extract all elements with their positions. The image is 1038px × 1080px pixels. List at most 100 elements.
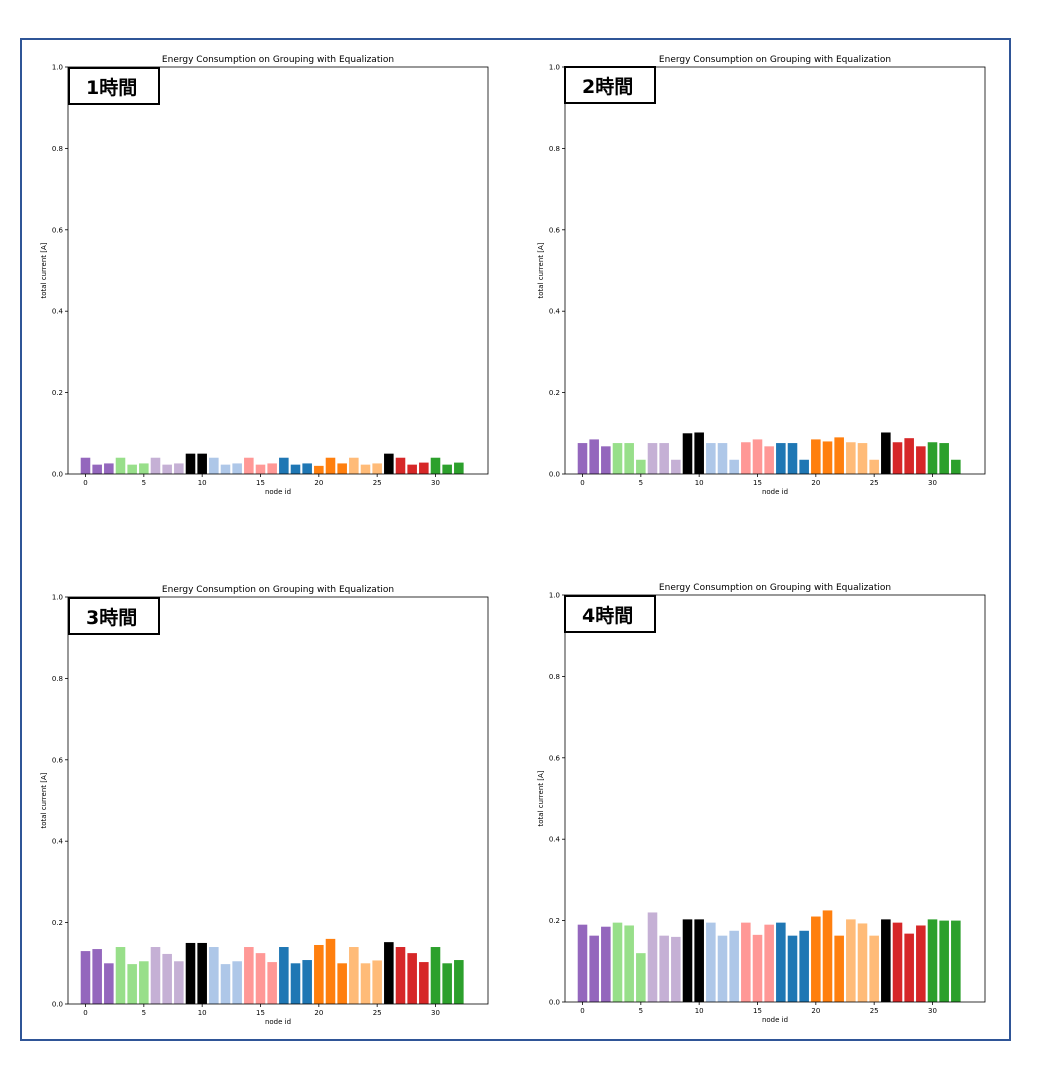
bar <box>787 935 798 1002</box>
bar <box>764 924 774 1002</box>
bar <box>694 919 704 1002</box>
y-tick-label: 1.0 <box>52 64 63 72</box>
y-tick-label: 0.0 <box>549 471 560 479</box>
bar <box>395 457 406 474</box>
bar-chart-3: Energy Consumption on Grouping with Equa… <box>40 585 489 1026</box>
bar <box>694 432 704 474</box>
bar <box>706 922 716 1002</box>
bar <box>612 443 623 474</box>
x-axis-label: node id <box>265 1018 291 1026</box>
chart-title: Energy Consumption on Grouping with Equa… <box>659 583 891 593</box>
bar <box>787 443 798 474</box>
bar <box>419 462 429 474</box>
bar <box>290 464 301 474</box>
bar <box>244 947 254 1004</box>
plot-frame <box>564 594 986 1003</box>
y-tick-label: 0.6 <box>52 226 64 234</box>
x-tick-label: 10 <box>695 479 704 487</box>
bar-chart-2: Energy Consumption on Grouping with Equa… <box>537 55 986 496</box>
bar <box>869 935 879 1002</box>
bar <box>139 961 149 1004</box>
y-tick-label: 0.2 <box>52 919 63 927</box>
bar <box>220 464 231 474</box>
bar <box>384 942 394 1004</box>
bar <box>834 437 844 474</box>
x-tick-label: 10 <box>198 1009 207 1017</box>
bar <box>857 443 868 474</box>
bar <box>349 947 359 1004</box>
bar <box>799 930 809 1002</box>
figure-frame <box>20 38 1011 1041</box>
bar <box>601 446 611 474</box>
bar <box>834 935 844 1002</box>
x-tick-label: 10 <box>198 479 207 487</box>
bar <box>115 947 126 1004</box>
bar <box>267 962 277 1004</box>
y-tick-label: 0.6 <box>52 756 64 764</box>
bar <box>430 457 441 474</box>
hour-label-box: 4時間 <box>564 595 656 633</box>
bar <box>904 933 914 1002</box>
bar <box>764 446 774 474</box>
bar <box>139 463 149 474</box>
bar <box>185 942 196 1004</box>
bar <box>255 464 266 474</box>
plot-frame <box>564 66 986 475</box>
bar <box>647 443 658 474</box>
x-tick-label: 20 <box>811 1007 820 1015</box>
bar <box>636 459 646 474</box>
bar <box>671 459 681 474</box>
bar <box>209 947 219 1004</box>
bar <box>822 910 833 1002</box>
y-tick-label: 1.0 <box>52 594 63 602</box>
chart-panel-4: Energy Consumption on Grouping with Equa… <box>527 578 1017 1078</box>
bar <box>892 922 903 1002</box>
bar <box>174 463 184 474</box>
bar-chart-1: Energy Consumption on Grouping with Equa… <box>40 55 489 496</box>
x-axis-label: node id <box>762 1016 788 1024</box>
bar <box>360 464 371 474</box>
bar <box>682 433 693 474</box>
bar <box>384 453 394 474</box>
bar <box>857 923 868 1002</box>
hour-label-box: 1時間 <box>68 67 160 105</box>
y-tick-label: 0.0 <box>52 1001 63 1009</box>
y-tick-label: 0.4 <box>52 308 64 316</box>
y-tick-label: 0.0 <box>52 471 63 479</box>
bar <box>916 446 926 474</box>
bar <box>659 443 669 474</box>
bar <box>454 462 464 474</box>
bar <box>430 947 441 1004</box>
bar <box>395 947 406 1004</box>
bar <box>706 443 716 474</box>
bar <box>589 439 599 474</box>
chart-title: Energy Consumption on Grouping with Equa… <box>162 55 394 65</box>
bar <box>419 962 429 1004</box>
bar <box>916 925 926 1002</box>
bar <box>232 463 242 474</box>
x-axis-label: node id <box>762 488 788 496</box>
bar <box>220 964 231 1004</box>
bar <box>624 443 634 474</box>
x-tick-label: 0 <box>580 479 584 487</box>
hour-label-box: 3時間 <box>68 597 160 635</box>
x-tick-label: 0 <box>83 1009 87 1017</box>
bar <box>799 459 809 474</box>
bar <box>337 963 347 1004</box>
x-tick-label: 25 <box>373 479 382 487</box>
x-tick-label: 20 <box>314 1009 323 1017</box>
y-tick-label: 0.6 <box>549 754 561 762</box>
bar <box>892 442 903 474</box>
y-tick-label: 0.4 <box>52 838 64 846</box>
bar <box>577 924 588 1002</box>
x-tick-label: 20 <box>811 479 820 487</box>
bar <box>927 442 938 474</box>
bar <box>349 457 359 474</box>
bar <box>325 938 336 1004</box>
bar <box>682 919 693 1002</box>
bar <box>776 443 786 474</box>
y-tick-label: 0.4 <box>549 836 561 844</box>
bar <box>80 457 91 474</box>
x-tick-label: 15 <box>256 479 265 487</box>
x-tick-label: 0 <box>580 1007 584 1015</box>
